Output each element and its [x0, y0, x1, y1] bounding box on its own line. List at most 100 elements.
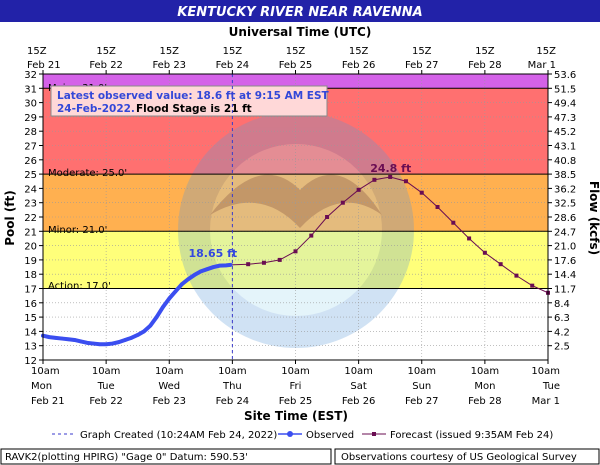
- observed-point: [173, 289, 178, 294]
- legend: Graph Created (10:24AM Feb 24, 2022) Obs…: [52, 430, 553, 441]
- info-box: [50, 85, 328, 117]
- forecast-point: [340, 200, 345, 205]
- legend-observed-label: Observed: [306, 430, 354, 441]
- y-tick-label: 15: [24, 313, 37, 324]
- x-tick-label: 10am: [344, 366, 373, 377]
- forecast-point: [514, 273, 519, 278]
- y-tick-label: 14: [24, 327, 37, 338]
- y-tick-label: 12: [24, 356, 37, 367]
- observed-point: [91, 341, 96, 346]
- x-tick-label: Feb 26: [342, 396, 376, 407]
- y2-tick-label: 14.4: [554, 270, 576, 281]
- info-line-1: Latest observed value: 18.6 ft at 9:15 A…: [57, 90, 330, 102]
- legend-forecast-marker: [372, 432, 376, 436]
- y-tick-label: 29: [24, 113, 37, 124]
- forecast-point: [372, 177, 377, 182]
- x-tick-label: Mon: [474, 381, 495, 392]
- y2-tick-label: 4.2: [554, 327, 570, 338]
- y2-tick-label: 32.5: [554, 199, 576, 210]
- x-tick-label: Feb 28: [468, 396, 502, 407]
- x-tick-label: 10am: [531, 366, 560, 377]
- observed-point: [211, 265, 216, 269]
- gridlines: [43, 74, 548, 360]
- y2-tick-label: 38.5: [554, 170, 576, 181]
- observed-point: [110, 341, 115, 346]
- y2-tick-label: 21.0: [554, 242, 576, 253]
- top-tick-label: 15Z: [475, 46, 495, 57]
- y-tick-label: 21: [24, 227, 37, 238]
- footer-right-text: Observations courtesy of US Geological S…: [341, 452, 577, 463]
- y2-tick-label: 49.4: [554, 99, 576, 110]
- top-tick-label: Feb 26: [342, 60, 376, 71]
- observed-point: [167, 296, 172, 301]
- forecast-point: [277, 257, 282, 262]
- y-tick-label: 31: [24, 84, 37, 95]
- x-tick-label: Sun: [412, 381, 431, 392]
- legend-observed-marker: [287, 431, 293, 437]
- observed-point: [199, 269, 203, 274]
- x-tick-label: Feb 23: [152, 396, 186, 407]
- x-tick-label: Sat: [350, 381, 366, 392]
- top-tick-label: 15Z: [96, 46, 116, 57]
- info-line-2a: 24-Feb-2022.: [57, 103, 135, 115]
- observed-point: [192, 273, 197, 277]
- x-tick-label: Feb 27: [405, 396, 439, 407]
- y2-tick-label: 51.5: [554, 84, 576, 95]
- axes: 12 13 14 15 16 17 18 19 20 21 22 23 24 25 26 27 28 29 30 31…: [24, 46, 576, 407]
- observed-point: [116, 340, 121, 344]
- top-tick-label: Feb 27: [405, 60, 439, 71]
- y-tick-label: 26: [24, 156, 37, 167]
- y2-tick-label: 6.3: [554, 313, 570, 324]
- observed-point: [135, 333, 140, 337]
- top-tick-label: 15Z: [159, 46, 179, 57]
- top-tick-label: Feb 21: [27, 60, 61, 71]
- top-tick-label: 15Z: [412, 46, 432, 57]
- x-tick-label: 10am: [31, 366, 60, 377]
- x-tick-label: 10am: [155, 366, 184, 377]
- x-tick-label: Feb 24: [216, 396, 250, 407]
- y-tick-label: 27: [24, 142, 37, 153]
- top-tick-label: 15Z: [286, 46, 306, 57]
- observed-point: [72, 338, 77, 342]
- x-tick-label: Tue: [542, 381, 560, 392]
- observed-point: [154, 315, 159, 319]
- x-axis-label: Site Time (EST): [244, 409, 348, 423]
- forecast-point: [293, 249, 298, 254]
- legend-forecast-label: Forecast (issued 9:35AM Feb 24): [390, 430, 553, 441]
- top-tick-label: Feb 23: [152, 60, 186, 71]
- y-tick-label: 17: [24, 285, 37, 296]
- top-tick-label: Feb 28: [468, 60, 502, 71]
- y-tick-label: 28: [24, 127, 37, 138]
- observed-point: [142, 329, 146, 334]
- observed-point: [205, 267, 209, 271]
- observed-point: [47, 335, 52, 339]
- top-tick-label: 15Z: [536, 46, 556, 57]
- y-tick-label: 22: [24, 213, 37, 224]
- x-tick-label: Mar 1: [532, 396, 560, 407]
- y-tick-label: 30: [24, 99, 37, 110]
- y2-tick-label: 11.7: [554, 285, 576, 296]
- watermark-bird: [210, 174, 382, 228]
- y-tick-label: 20: [24, 242, 37, 253]
- top-tick-label: Feb 25: [279, 60, 313, 71]
- forecast-point: [403, 179, 408, 184]
- observed-point: [224, 263, 228, 268]
- forecast-point: [451, 220, 456, 225]
- series-layer: [41, 174, 550, 347]
- footer-left-box: [0, 448, 332, 465]
- y2-tick-label: 43.1: [554, 142, 576, 153]
- top-tick-label: 15Z: [223, 46, 243, 57]
- info-line-2b: Flood Stage is 21 ft: [136, 103, 252, 115]
- x-tick-label: Mon: [31, 381, 52, 392]
- y2-tick-label: 8.4: [554, 299, 570, 310]
- stage-label-minor: Minor: 21.0': [48, 225, 107, 236]
- y2-axis-label: Flow (kcfs): [587, 181, 600, 255]
- forecast-point: [246, 262, 251, 267]
- y-tick-label: 25: [24, 170, 37, 181]
- stage-label-action: Action: 17.0': [48, 281, 111, 292]
- y-tick-label: 18: [24, 270, 37, 281]
- y-tick-label: 32: [24, 70, 37, 81]
- x-tick-label: 10am: [218, 366, 247, 377]
- x-tick-label: Feb 25: [279, 396, 313, 407]
- forecast-peak-annotation: 24.8 ft: [370, 162, 411, 175]
